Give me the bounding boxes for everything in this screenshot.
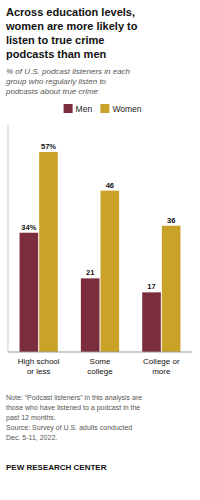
x-axis (8, 352, 192, 353)
y-axis (8, 124, 9, 352)
legend: Men Women (64, 104, 142, 114)
legend-swatch (100, 104, 109, 113)
title: Across education levels,women are more l… (5, 6, 138, 60)
bar (39, 152, 58, 352)
data-label: 34% (21, 223, 36, 232)
note: Note: “Podcast listeners” in this analys… (6, 394, 142, 441)
legend-swatch (64, 104, 73, 113)
bar (142, 292, 161, 352)
source: PEW RESEARCH CENTER (6, 463, 107, 472)
chart: Across education levels,women are more l… (0, 0, 200, 500)
bars (20, 152, 181, 352)
subtitle: % of U.S. podcast listeners in eachgroup… (5, 67, 131, 96)
x-tick-label: Somecollege (87, 357, 113, 376)
data-labels: 34% 57% 21 46 17 36 (21, 142, 175, 291)
data-label: 21 (86, 268, 94, 277)
data-label: 57% (41, 142, 56, 151)
bar (81, 278, 100, 352)
x-tick-label: High schoolor less (18, 357, 60, 376)
data-label: 46 (106, 181, 114, 190)
x-tick-label: College ormore (143, 357, 180, 376)
data-label: 17 (147, 282, 155, 291)
legend-label: Men (76, 104, 93, 114)
legend-label: Women (112, 104, 141, 114)
bar (20, 233, 39, 352)
bar (162, 226, 181, 352)
bar (101, 191, 120, 352)
data-label: 36 (167, 216, 175, 225)
